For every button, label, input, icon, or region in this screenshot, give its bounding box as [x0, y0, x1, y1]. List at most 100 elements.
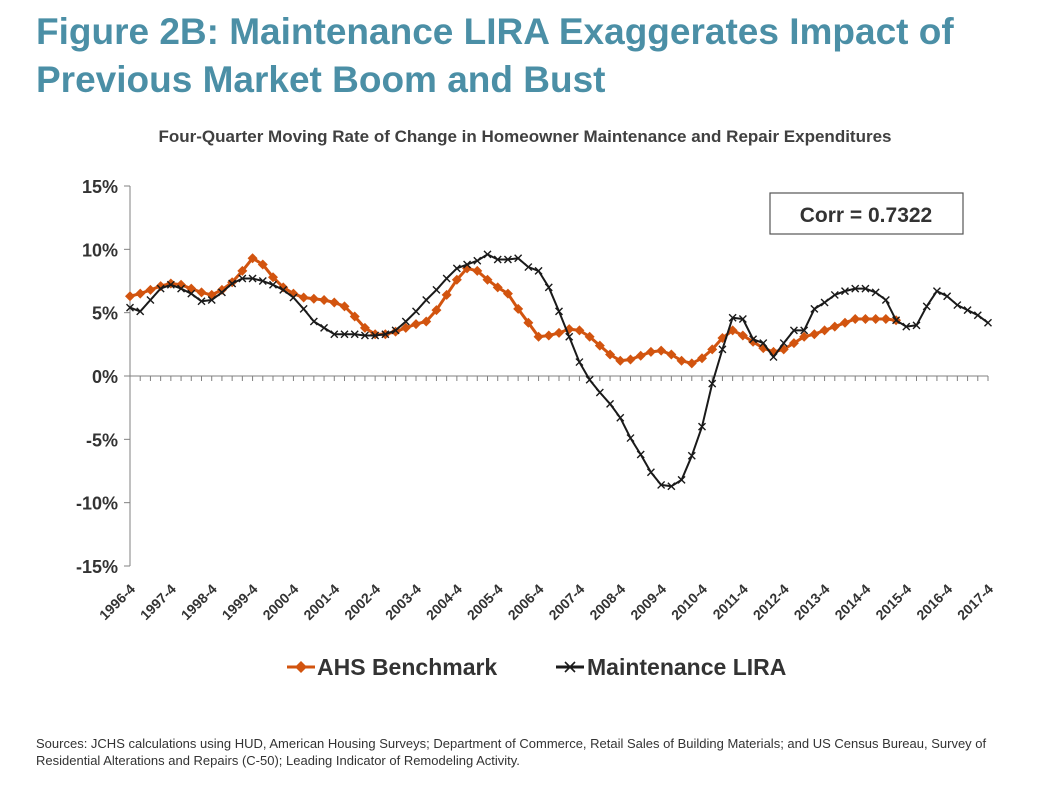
data-point — [391, 326, 400, 335]
data-point — [686, 358, 697, 369]
data-point — [749, 335, 758, 344]
legend-label: Maintenance LIRA — [587, 654, 786, 680]
x-tick-label: 2016-4 — [913, 581, 955, 623]
series-maintenance-lira — [126, 250, 992, 491]
data-point — [145, 284, 156, 295]
y-tick-label: -15% — [76, 557, 118, 577]
x-tick-label: 2000-4 — [259, 581, 301, 623]
legend-item-ahs-benchmark: AHS Benchmark — [287, 654, 497, 680]
data-point — [707, 344, 718, 355]
data-point — [871, 288, 880, 297]
data-point — [788, 338, 799, 349]
data-point — [492, 282, 503, 293]
data-point — [207, 296, 216, 304]
data-point — [432, 285, 441, 294]
data-point — [381, 330, 390, 339]
x-tick-label: 1997-4 — [137, 581, 179, 623]
data-point — [829, 321, 840, 332]
data-point — [126, 303, 134, 312]
data-point — [615, 355, 626, 366]
chart-subtitle: Four-Quarter Moving Rate of Change in Ho… — [158, 127, 892, 146]
data-point — [850, 314, 861, 324]
data-point — [616, 413, 625, 422]
data-point — [738, 315, 747, 323]
data-point — [350, 330, 359, 339]
data-point — [820, 298, 829, 307]
x-tick-label: 2010-4 — [668, 581, 710, 623]
data-point — [819, 325, 830, 336]
data-point — [196, 287, 207, 298]
data-point — [737, 330, 748, 341]
data-point — [625, 354, 636, 365]
y-tick-label: -5% — [86, 430, 118, 450]
data-point — [319, 295, 330, 305]
data-point — [452, 264, 461, 273]
data-point — [513, 303, 524, 314]
data-point — [248, 274, 257, 283]
data-point — [626, 434, 635, 443]
data-point — [646, 468, 655, 477]
x-tick-label: 2015-4 — [872, 581, 914, 623]
data-point — [268, 272, 278, 283]
data-point — [902, 322, 911, 331]
x-tick-label: 2014-4 — [831, 581, 873, 623]
legend-label: AHS Benchmark — [317, 654, 497, 680]
x-tick-label: 2006-4 — [505, 581, 547, 623]
data-point — [463, 260, 472, 269]
data-point — [401, 317, 410, 326]
data-point — [922, 302, 931, 311]
data-point — [555, 307, 563, 316]
x-tick-label: 2017-4 — [954, 581, 996, 623]
data-point — [841, 287, 849, 296]
y-tick-label: 10% — [82, 240, 118, 260]
series-line — [129, 253, 989, 488]
data-point — [278, 282, 289, 293]
data-point — [257, 259, 268, 270]
correlation-label: Corr = 0.7322 — [800, 204, 933, 227]
x-tick-label: 2003-4 — [382, 581, 424, 623]
data-point — [472, 265, 483, 276]
y-tick-label: 5% — [92, 304, 118, 324]
data-point — [247, 253, 258, 264]
x-tick-label: 1999-4 — [219, 581, 261, 623]
data-point — [534, 266, 543, 275]
data-point — [411, 319, 421, 330]
data-point — [585, 375, 594, 384]
correlation-box — [769, 192, 964, 235]
data-point — [156, 284, 165, 293]
data-point — [299, 304, 308, 313]
data-point — [216, 284, 227, 295]
data-point — [769, 353, 778, 361]
data-point — [483, 250, 492, 259]
x-tick-label: 2005-4 — [464, 581, 506, 623]
data-point — [657, 480, 666, 489]
data-point — [759, 339, 768, 348]
data-point — [953, 301, 962, 310]
data-point — [943, 292, 952, 301]
data-point — [554, 327, 564, 338]
data-point — [421, 316, 432, 327]
x-tick-label: 2004-4 — [423, 581, 465, 623]
data-point — [656, 345, 667, 356]
data-point — [523, 317, 534, 328]
data-point — [605, 349, 616, 360]
data-point — [473, 256, 482, 265]
data-point — [635, 350, 646, 361]
data-point — [544, 283, 553, 292]
data-point — [329, 297, 340, 308]
x-tick-label: 2001-4 — [300, 581, 342, 623]
data-point — [779, 339, 788, 348]
legend-item-maintenance-lira: Maintenance LIRA — [556, 654, 786, 680]
data-point — [177, 284, 186, 293]
data-point — [667, 482, 676, 491]
data-point — [830, 290, 839, 299]
data-point — [870, 314, 881, 324]
data-point — [400, 322, 411, 333]
data-point — [442, 274, 451, 283]
data-point — [503, 255, 512, 264]
data-point — [584, 331, 595, 342]
x-tick-label: 1996-4 — [96, 581, 138, 623]
data-point — [666, 349, 677, 360]
data-point — [708, 379, 717, 388]
data-point — [412, 307, 420, 316]
